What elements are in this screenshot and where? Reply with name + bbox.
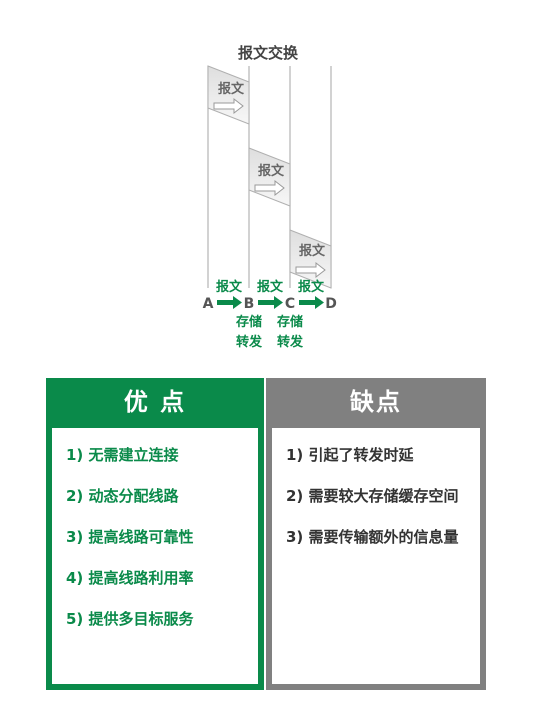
pros-item: 4) 提高线路利用率 bbox=[66, 569, 194, 587]
pros-panel: 优 点 1) 无需建立连接 2) 动态分配线路 3) 提高线路可靠性 4) 提高… bbox=[46, 378, 264, 690]
pros-item: 3) 提高线路可靠性 bbox=[66, 528, 194, 546]
cons-item: 2) 需要较大存储缓存空间 bbox=[286, 487, 459, 505]
message-label: 报文 bbox=[299, 243, 326, 259]
node-b: B bbox=[244, 296, 255, 312]
message-label: 报文 bbox=[258, 163, 285, 179]
forward-label-b: 转发 bbox=[236, 334, 263, 350]
cons-item: 3) 需要传输额外的信息量 bbox=[286, 528, 459, 546]
forward-arrow-icon bbox=[254, 179, 285, 197]
forward-arrow-icon bbox=[295, 261, 326, 279]
link-label-cd: 报文 bbox=[298, 279, 325, 295]
pros-body: 1) 无需建立连接 2) 动态分配线路 3) 提高线路可靠性 4) 提高线路利用… bbox=[52, 428, 258, 684]
cons-list: 1) 引起了转发时延 2) 需要较大存储缓存空间 3) 需要传输额外的信息量 bbox=[272, 444, 480, 567]
forward-label-c: 转发 bbox=[277, 334, 304, 350]
message-packet-bc: 报文 bbox=[248, 147, 291, 207]
message-packet-cd: 报文 bbox=[289, 229, 332, 289]
node-c: C bbox=[285, 296, 295, 312]
link-label-bc: 报文 bbox=[257, 279, 284, 295]
pros-list: 1) 无需建立连接 2) 动态分配线路 3) 提高线路可靠性 4) 提高线路利用… bbox=[52, 444, 258, 649]
cons-panel: 缺点 1) 引起了转发时延 2) 需要较大存储缓存空间 3) 需要传输额外的信息… bbox=[266, 378, 486, 690]
cons-body: 1) 引起了转发时延 2) 需要较大存储缓存空间 3) 需要传输额外的信息量 bbox=[272, 428, 480, 684]
cons-item: 1) 引起了转发时延 bbox=[286, 446, 414, 464]
arrow-right-icon bbox=[299, 296, 324, 309]
forward-arrow-icon bbox=[213, 97, 244, 115]
arrow-right-icon bbox=[258, 296, 283, 309]
pros-title: 优 点 bbox=[123, 388, 187, 416]
pros-item: 5) 提供多目标服务 bbox=[66, 610, 194, 628]
diagram-title: 报文交换 bbox=[238, 44, 299, 62]
arrow-right-icon bbox=[217, 296, 242, 309]
pros-item: 2) 动态分配线路 bbox=[66, 487, 179, 505]
store-label-c: 存储 bbox=[277, 314, 303, 330]
link-label-ab: 报文 bbox=[216, 279, 243, 295]
node-a: A bbox=[203, 296, 214, 312]
message-label: 报文 bbox=[218, 81, 245, 97]
cons-title: 缺点 bbox=[350, 388, 402, 416]
message-packet-ab: 报文 bbox=[207, 65, 250, 125]
node-d: D bbox=[325, 296, 337, 312]
store-label-b: 存储 bbox=[236, 314, 262, 330]
message-switching-diagram: 报文交换 报文 报文 报文 报文 报文 报文 A B C D 存储 转发 存储 … bbox=[203, 44, 337, 350]
pros-item: 1) 无需建立连接 bbox=[66, 446, 179, 464]
